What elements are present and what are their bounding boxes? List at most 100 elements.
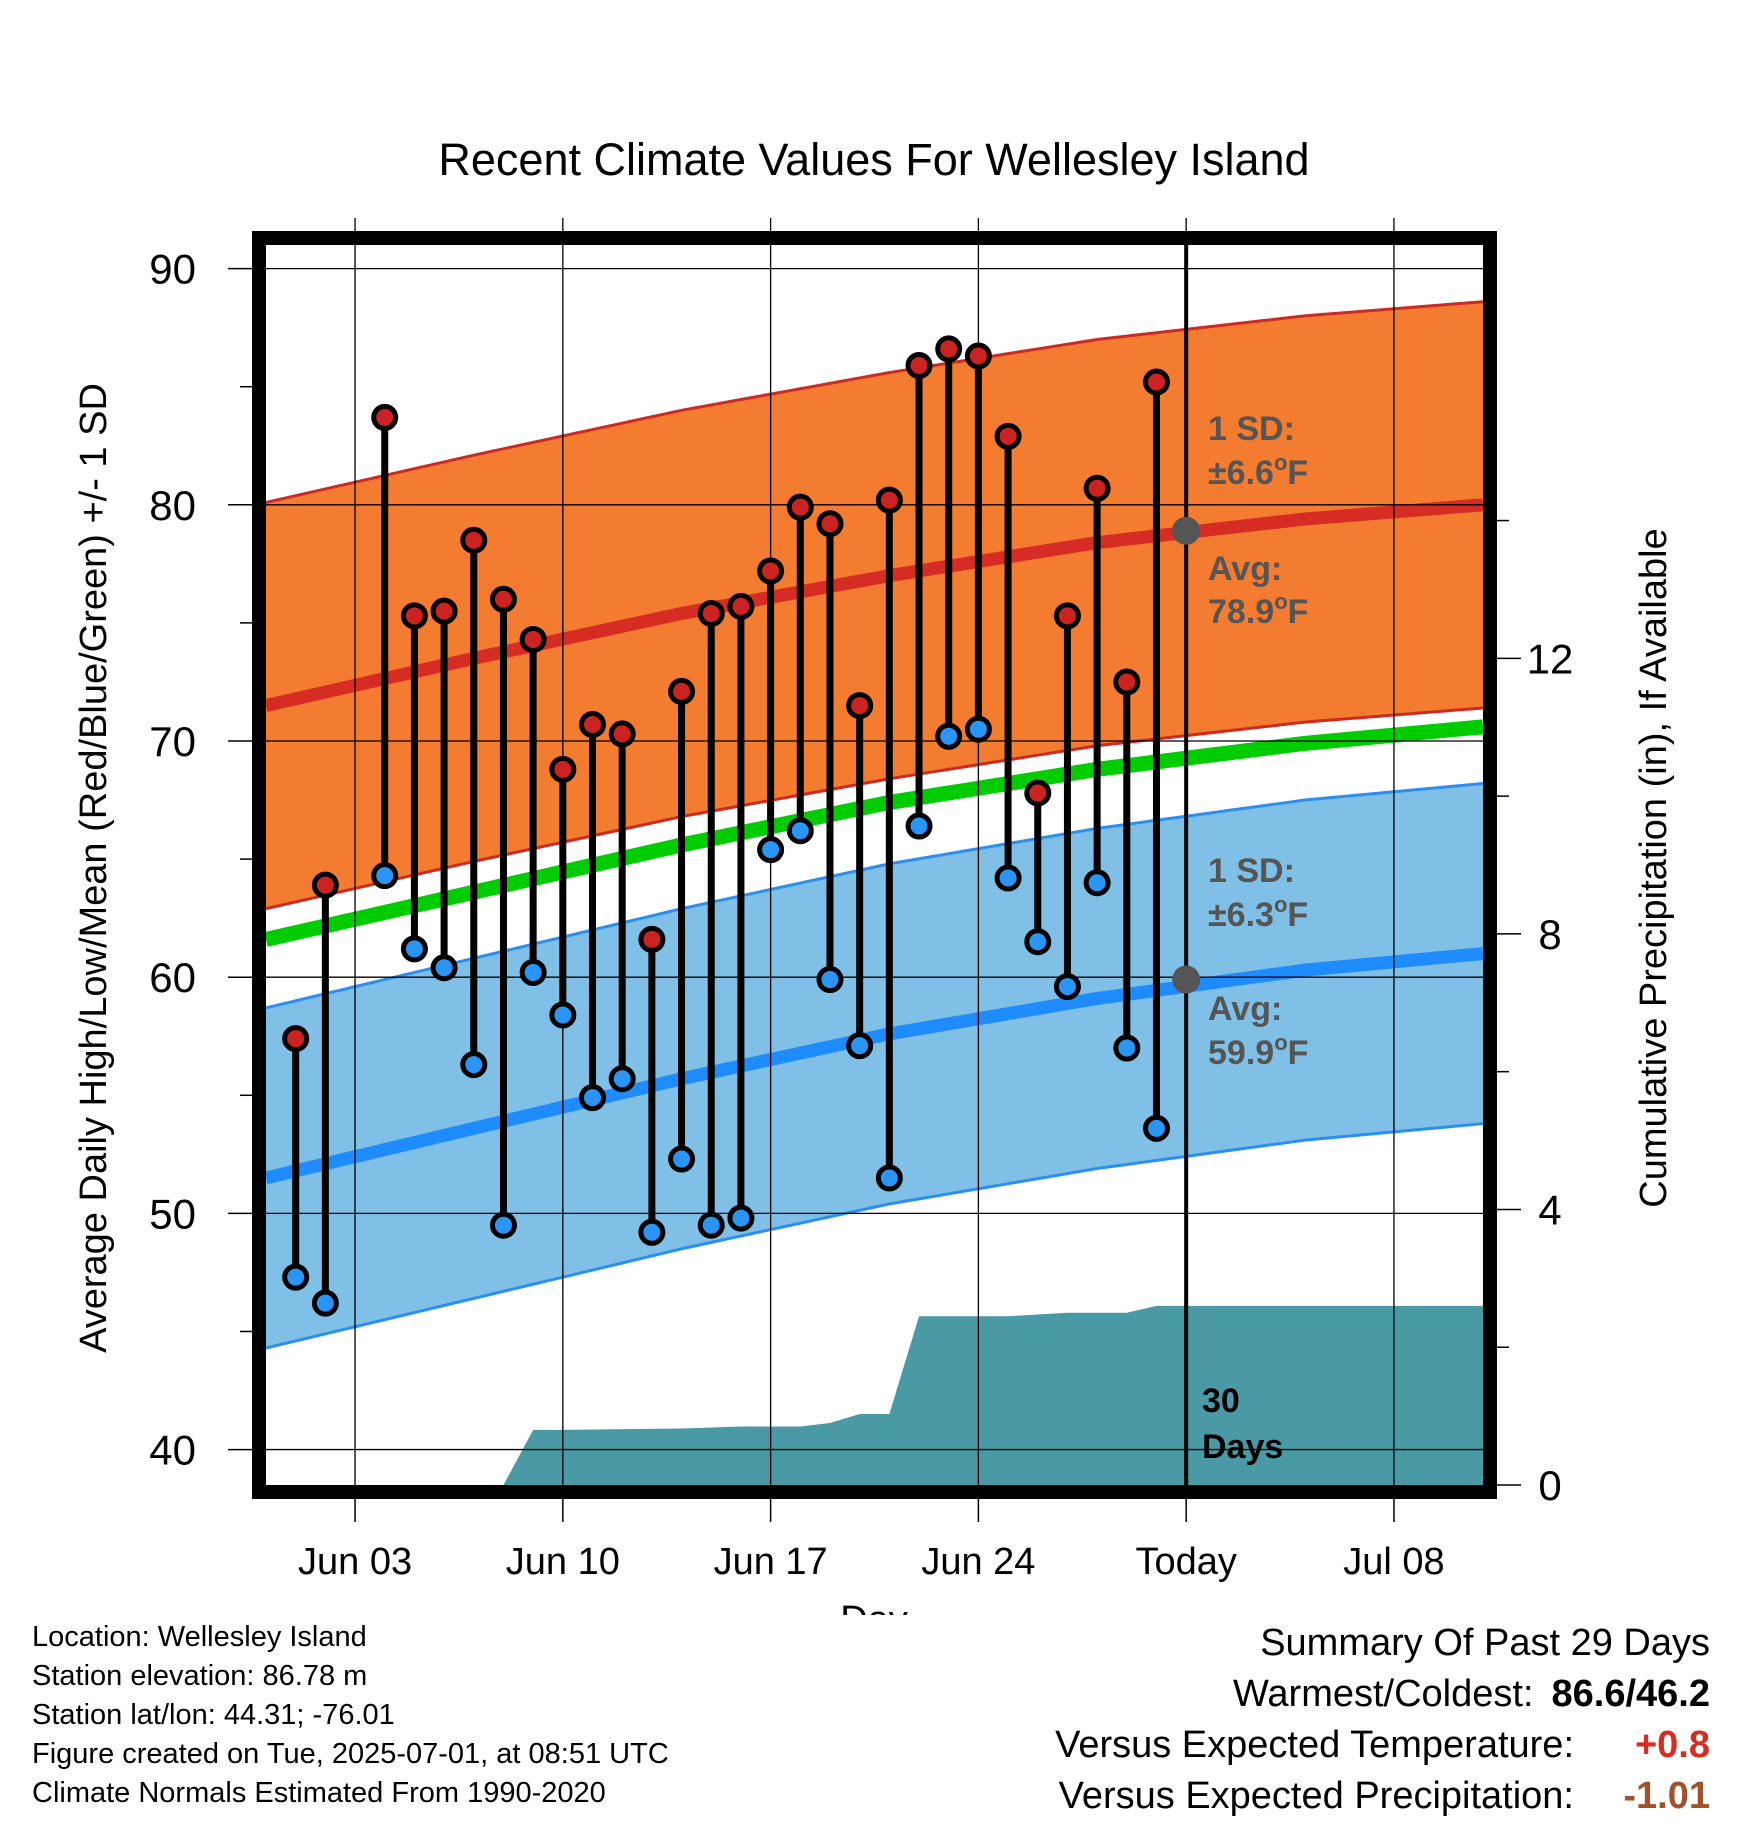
- high-avg-title: Avg:: [1208, 550, 1282, 588]
- daily-high-point: [697, 599, 725, 627]
- y-axis-label: Average Daily High/Low/Mean (Red/Blue/Gr…: [73, 383, 115, 1353]
- warm-cold-label: Warmest/Coldest:: [1232, 1673, 1534, 1715]
- low-avg-title-value: Avg:: [1208, 990, 1282, 1028]
- daily-high-point: [608, 720, 636, 748]
- high-sd-value-degree: o: [1274, 450, 1287, 475]
- low-sd-title-value: 1 SD:: [1208, 852, 1295, 890]
- high-sd-title-value: 1 SD:: [1208, 410, 1295, 448]
- low-sd-title: 1 SD:: [1208, 852, 1295, 890]
- daily-low-point: [905, 812, 933, 840]
- daily-high-point: [1024, 779, 1052, 807]
- low-sd-value-value: ±6.3: [1208, 896, 1274, 934]
- daily-low-point: [489, 1211, 517, 1239]
- x-tick-label: Today: [1135, 1541, 1236, 1583]
- daily-low-point: [1053, 973, 1081, 1001]
- x-axis-label: Day: [840, 1599, 908, 1615]
- daily-high-point: [964, 342, 992, 370]
- daily-high-point: [489, 585, 517, 613]
- y2-tick-label: 4: [1538, 1186, 1561, 1233]
- summary-title: Summary Of Past 29 Days: [1260, 1622, 1710, 1664]
- daily-high-point: [371, 403, 399, 431]
- summary-panel: Summary Of Past 29 Days Warmest/Coldest:…: [1055, 1618, 1710, 1822]
- daily-low-point: [460, 1051, 488, 1079]
- latlon-text: Station lat/lon: 44.31; -76.01: [32, 1699, 395, 1731]
- low-sd-band: [266, 783, 1483, 1349]
- daily-high-point: [816, 510, 844, 538]
- daily-low-point: [816, 966, 844, 994]
- daily-high-point: [460, 526, 488, 554]
- daily-low-point: [1024, 928, 1052, 956]
- daily-high-point: [549, 755, 577, 783]
- daily-low-point: [786, 817, 814, 845]
- elevation-text: Station elevation: 86.78 m: [32, 1660, 368, 1692]
- daily-high-point: [400, 602, 428, 630]
- daily-low-point: [371, 862, 399, 890]
- daily-low-point: [964, 715, 992, 743]
- daily-high-point: [905, 351, 933, 379]
- daily-high-point: [282, 1025, 310, 1053]
- precip-value: -1.01: [1623, 1775, 1710, 1817]
- precip-area: [266, 1305, 1483, 1485]
- daily-low-point: [935, 722, 963, 750]
- daily-high-point: [579, 710, 607, 738]
- daily-low-point: [1113, 1034, 1141, 1062]
- plot-frame: [252, 231, 1497, 1499]
- high-sd-band: [266, 301, 1483, 909]
- daily-low-point: [994, 864, 1022, 892]
- daily-high-point: [846, 692, 874, 720]
- daily-low-point: [549, 1001, 577, 1029]
- daily-low-point: [519, 958, 547, 986]
- y-tick-label: 50: [149, 1190, 196, 1237]
- warm-cold-value: 86.6/46.2: [1551, 1673, 1710, 1715]
- normals-text: Climate Normals Estimated From 1990-2020: [32, 1777, 606, 1809]
- high-avg-value-degree: o: [1274, 589, 1287, 614]
- today-high-marker: [1172, 516, 1201, 545]
- high-sd-band-upper-edge: [266, 300, 1483, 504]
- daily-high-point: [1113, 668, 1141, 696]
- daily-low-point: [579, 1084, 607, 1112]
- x-tick-label: Jun 03: [298, 1541, 412, 1583]
- high-avg-title-value: Avg:: [1208, 550, 1282, 588]
- temp-value: +0.8: [1634, 1724, 1710, 1766]
- low-avg-title: Avg:: [1208, 990, 1282, 1028]
- daily-low-point: [638, 1218, 666, 1246]
- summary-warm-cold: Warmest/Coldest: 86.6/46.2: [1055, 1669, 1710, 1720]
- created-text: Figure created on Tue, 2025-07-01, at 08…: [32, 1738, 669, 1770]
- summary-temp: Versus Expected Temperature: +0.8: [1055, 1720, 1710, 1771]
- daily-high-point: [727, 592, 755, 620]
- daily-low-point: [1142, 1114, 1170, 1142]
- precip-days-label: Days: [1202, 1428, 1283, 1466]
- low-sd-value-degree: o: [1274, 892, 1287, 917]
- daily-high-point: [1142, 368, 1170, 396]
- high-sd-value-value: ±6.6: [1208, 454, 1274, 492]
- daily-high-point: [994, 422, 1022, 450]
- y2-axis-label: Cumulative Precipitation (in), If Availa…: [1633, 528, 1675, 1207]
- high-avg-value: 78.9oF: [1208, 589, 1308, 631]
- daily-high-point: [875, 486, 903, 514]
- daily-low-point: [846, 1032, 874, 1060]
- daily-low-point: [282, 1263, 310, 1291]
- low-avg-value-degree: o: [1274, 1030, 1287, 1055]
- today-low-marker: [1172, 965, 1201, 994]
- daily-high-point: [311, 871, 339, 899]
- summary-precip: Versus Expected Precipitation: -1.01: [1055, 1771, 1710, 1822]
- daily-high-point: [519, 625, 547, 653]
- high-avg-value-unit: F: [1288, 593, 1309, 631]
- normal-low-line: [266, 947, 1483, 1185]
- y-tick-label: 90: [149, 246, 196, 293]
- station-info: Location: Wellesley Island Station eleva…: [32, 1618, 669, 1813]
- daily-high-point: [935, 335, 963, 363]
- y-tick-label: 80: [149, 482, 196, 529]
- normal-mean-line: [266, 719, 1483, 947]
- daily-high-point: [430, 597, 458, 625]
- daily-high-point: [1053, 602, 1081, 630]
- low-avg-value-value: 59.9: [1208, 1034, 1274, 1072]
- daily-high-point: [757, 557, 785, 585]
- x-tick-label: Jun 17: [714, 1541, 828, 1583]
- chart-title: Recent Climate Values For Wellesley Isla…: [438, 134, 1309, 185]
- daily-low-point: [311, 1289, 339, 1317]
- daily-low-point: [727, 1204, 755, 1232]
- precip-days-number: 30: [1202, 1382, 1240, 1420]
- daily-high-point: [786, 493, 814, 521]
- high-sd-value: ±6.6oF: [1208, 450, 1308, 492]
